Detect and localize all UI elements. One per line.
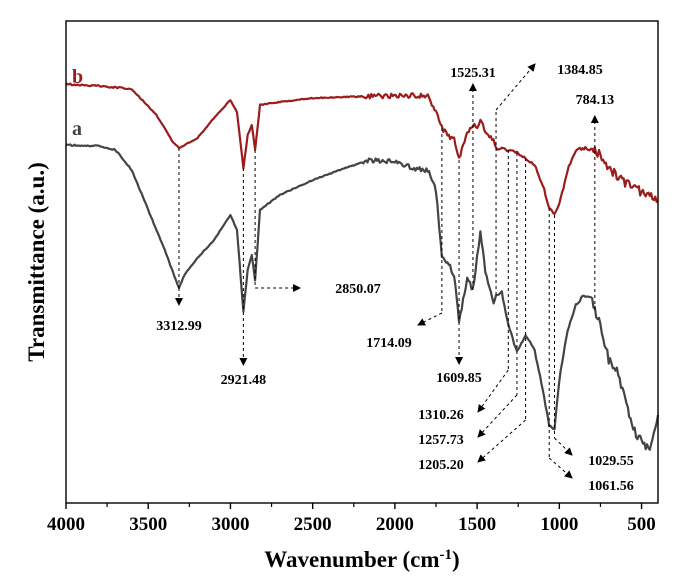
peak-label-3312-99: 3312.99: [156, 319, 202, 334]
peak-label-1384-85: 1384.85: [557, 63, 603, 78]
series-label-a: a: [72, 118, 82, 140]
peak-guides: 3312.99 2921.48 2850.07 1714.09 1609.85 1525.…: [156, 63, 634, 494]
series-line-b: [65, 82, 659, 216]
x-axis-ticks: 4000 3500 3000 2500 2000 1500 1000 500: [47, 503, 656, 535]
x-tick-label-4: 2000: [376, 514, 414, 535]
series-lines: [65, 82, 660, 451]
guide-line: [417, 312, 443, 326]
guide-line: [477, 394, 518, 438]
peak-label-1061-56: 1061.56: [588, 479, 634, 494]
peak-label-1029-55: 1029.55: [588, 454, 634, 469]
plot-frame: [65, 20, 659, 504]
x-tick-label-2: 3000: [211, 514, 249, 535]
series-label-b: b: [72, 66, 83, 88]
x-tick-label-7: 500: [627, 514, 656, 535]
guide-line: [548, 457, 573, 479]
series-line-a: [65, 143, 660, 451]
peak-label-784-13: 784.13: [576, 93, 615, 108]
y-axis-title: Transmittance (a.u.): [24, 162, 49, 362]
x-axis-title-close: ): [452, 547, 460, 572]
peak-label-2850-07: 2850.07: [335, 282, 381, 297]
peak-label-1205-20: 1205.20: [418, 458, 464, 473]
peak-label-1525-31: 1525.31: [450, 66, 496, 81]
x-tick-label-0: 4000: [47, 514, 85, 535]
x-axis-title-main: Wavenumber (cm: [264, 547, 439, 572]
x-tick-label-6: 1000: [540, 514, 578, 535]
x-tick-label-5: 1500: [458, 514, 496, 535]
peak-label-1310-26: 1310.26: [418, 408, 464, 423]
x-axis-title: Wavenumber (cm-1): [264, 547, 459, 572]
guide-line: [477, 419, 526, 463]
peak-label-1609-85: 1609.85: [436, 371, 482, 386]
guide-line: [495, 63, 536, 111]
peak-label-2921-48: 2921.48: [221, 373, 267, 388]
x-axis-title-sup: -1: [440, 547, 453, 563]
guide-line: [477, 369, 509, 413]
x-tick-label-1: 3500: [129, 514, 167, 535]
guide-line: [554, 437, 573, 456]
peak-label-1257-73: 1257.73: [418, 433, 464, 448]
x-tick-label-3: 2500: [294, 514, 332, 535]
peak-label-1714-09: 1714.09: [366, 336, 412, 351]
